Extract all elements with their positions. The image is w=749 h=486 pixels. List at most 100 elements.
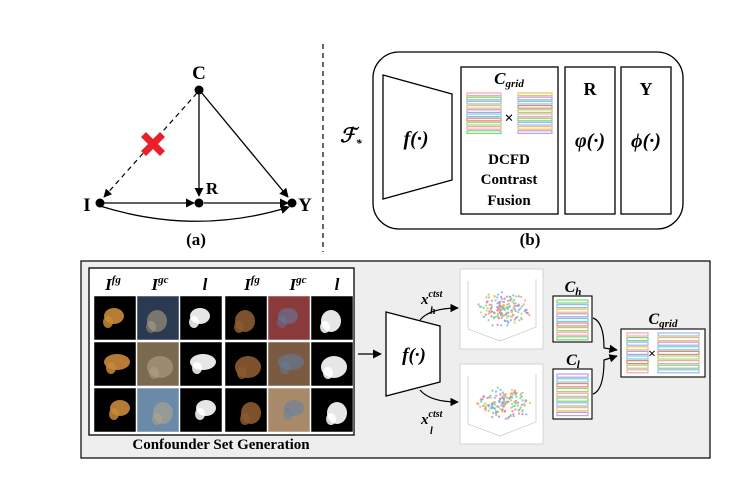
ch-box — [552, 295, 593, 343]
y-box — [620, 66, 672, 215]
feature-stripe — [626, 337, 649, 342]
cgrid-box — [620, 328, 706, 378]
node-i — [95, 198, 105, 208]
dcfd-line1: DCFD — [488, 152, 530, 168]
encoder-trapezoid-2 — [385, 311, 441, 397]
feature-stripe — [556, 313, 589, 318]
feature-stripe — [556, 402, 589, 407]
feature-stripe — [517, 96, 553, 101]
feature-stripe — [626, 355, 649, 360]
feature-stripe — [657, 346, 700, 351]
column-header: Ifg — [243, 274, 260, 294]
dcfd-stripes-right — [517, 92, 553, 135]
feature-stripe — [556, 383, 589, 388]
feature-stripe — [626, 360, 649, 365]
node-i-label: I — [83, 195, 90, 216]
grid-title: Cgrid — [494, 69, 524, 90]
feature-stripe — [657, 364, 700, 369]
panel-b-model: ℱ* f(·) Cgrid × DCFD Contrast Fusion R φ… — [340, 51, 684, 249]
ch-label: Ch — [565, 279, 582, 298]
panel-a-caption: (a) — [186, 230, 206, 249]
panel-b-caption: (b) — [520, 230, 541, 249]
node-c-label: C — [192, 63, 206, 84]
feature-stripe — [466, 92, 502, 97]
cut-cross-icon — [141, 132, 165, 156]
feature-stripe — [556, 322, 589, 327]
feature-stripe — [556, 308, 589, 313]
r-title: R — [584, 79, 598, 99]
encoder-label: f(·) — [404, 128, 429, 150]
dcfd-cross: × — [504, 110, 513, 127]
feature-stripe — [657, 350, 700, 355]
feature-stripe — [466, 125, 502, 130]
scatter-plot-low — [459, 363, 544, 445]
y-func: ϕ(·) — [631, 130, 661, 152]
thumbnail-grid — [93, 295, 354, 433]
cgrid-label: Cgrid — [648, 311, 678, 330]
feature-stripe — [626, 350, 649, 355]
feature-stripe — [517, 121, 553, 126]
feature-stripe — [556, 304, 589, 309]
column-header: Ifg — [104, 274, 121, 294]
operator-label: ℱ* — [340, 125, 363, 150]
feature-stripe — [466, 100, 502, 105]
xh-sub: h — [430, 306, 436, 317]
r-func: φ(·) — [575, 130, 605, 152]
feature-stripe — [657, 369, 700, 374]
feature-stripe — [517, 125, 553, 130]
xl-label: xctst — [420, 409, 444, 428]
feature-stripe — [466, 117, 502, 122]
feature-stripe — [657, 341, 700, 346]
feature-stripe — [556, 411, 589, 417]
ch-stripes — [556, 299, 589, 341]
dcfd-box — [460, 66, 559, 215]
feature-stripe — [517, 92, 553, 97]
feature-stripe — [466, 104, 502, 109]
cgrid-stripes-left — [626, 332, 649, 374]
cl-box — [552, 368, 593, 420]
feature-stripe — [657, 355, 700, 360]
panel-a-causal-graph: C R I Y (a) — [83, 63, 312, 249]
feature-stripe — [626, 332, 649, 337]
set-caption: Confounder Set Generation — [132, 437, 310, 453]
feature-stripe — [517, 117, 553, 122]
feature-stripe — [556, 336, 589, 341]
feature-stripe — [556, 327, 589, 332]
feature-stripe — [556, 407, 589, 412]
feature-stripe — [556, 387, 589, 393]
edge-i-y-curved — [99, 205, 290, 222]
node-r-label: R — [206, 179, 219, 198]
arrow-cl-merge — [592, 354, 618, 395]
feature-stripe — [466, 109, 502, 114]
encoder-trapezoid — [382, 74, 453, 200]
feature-stripe — [556, 378, 589, 383]
encoder-label-2: f(·) — [402, 345, 426, 366]
column-headers: Ifg Igc l Ifg Igc l — [104, 274, 340, 294]
dcfd-line3: Fusion — [487, 193, 531, 209]
node-y — [287, 198, 297, 208]
feature-stripe — [466, 121, 502, 126]
feature-stripe — [626, 364, 649, 369]
column-header: Igc — [288, 274, 306, 294]
node-y-label: Y — [298, 195, 312, 216]
feature-stripe — [466, 113, 502, 118]
feature-stripe — [517, 113, 553, 118]
arrow-to-high-plot — [419, 303, 459, 321]
cgrid-stripes-right — [657, 332, 700, 374]
feature-stripe — [466, 130, 502, 135]
feature-stripe — [517, 104, 553, 109]
feature-stripe — [657, 337, 700, 342]
feature-stripe — [626, 341, 649, 346]
cl-stripes — [556, 373, 589, 417]
feature-stripe — [556, 373, 589, 378]
feature-stripe — [626, 369, 649, 374]
feature-stripe — [556, 397, 589, 402]
feature-stripe — [556, 392, 589, 398]
feature-stripe — [657, 360, 700, 365]
node-r — [194, 198, 204, 208]
feature-stripe — [626, 346, 649, 351]
cgrid-cross: × — [648, 347, 656, 362]
y-title: Y — [640, 79, 653, 99]
r-box — [564, 66, 616, 215]
